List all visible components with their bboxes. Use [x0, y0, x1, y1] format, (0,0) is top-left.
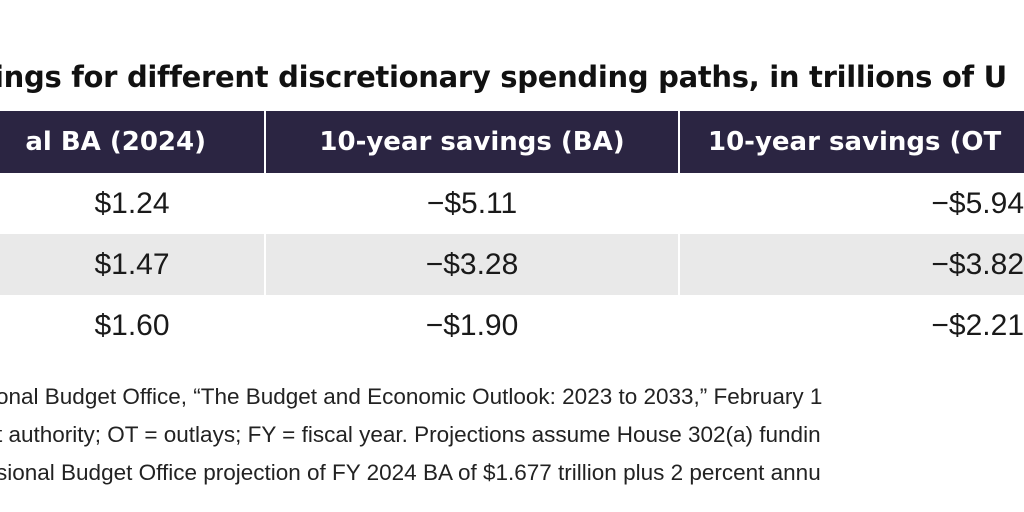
- table-row: $1.24 −$5.11 −$5.94: [0, 173, 1024, 234]
- cell-savings-ot: −$3.82: [931, 247, 1024, 281]
- table-row: $1.47 −$3.28 −$3.82: [0, 234, 1024, 295]
- cell-savings-ba: −$1.90: [425, 308, 519, 342]
- cell-savings-ba: −$5.11: [426, 186, 518, 220]
- cell-savings-ot: −$5.94: [931, 186, 1024, 220]
- column-divider: [264, 111, 266, 173]
- cell-total-ba: $1.24: [94, 186, 170, 220]
- table-row: $1.60 −$1.90 −$2.21: [0, 295, 1024, 356]
- cell-total-ba: $1.60: [94, 308, 170, 342]
- abbreviation-note-line: t authority; OT = outlays; FY = fiscal y…: [0, 422, 821, 447]
- source-notes: onal Budget Office, “The Budget and Econ…: [0, 378, 822, 492]
- header-savings-ba: 10-year savings (BA): [319, 127, 625, 157]
- savings-table: al BA (2024) 10-year savings (BA) 10-yea…: [0, 111, 1024, 356]
- cell-savings-ot: −$2.21: [931, 308, 1024, 342]
- header-savings-ot: 10-year savings (OT: [708, 127, 1002, 157]
- source-note-line: onal Budget Office, “The Budget and Econ…: [0, 384, 823, 409]
- cell-total-ba: $1.47: [94, 247, 170, 281]
- column-divider: [678, 234, 680, 295]
- column-divider: [264, 234, 266, 295]
- table-header-row: al BA (2024) 10-year savings (BA) 10-yea…: [0, 111, 1024, 173]
- projection-note-line: sional Budget Office projection of FY 20…: [0, 460, 821, 485]
- table-title: ings for different discretionary spendin…: [0, 60, 1007, 94]
- column-divider: [678, 111, 680, 173]
- cell-savings-ba: −$3.28: [425, 247, 519, 281]
- header-total-ba: al BA (2024): [25, 127, 206, 157]
